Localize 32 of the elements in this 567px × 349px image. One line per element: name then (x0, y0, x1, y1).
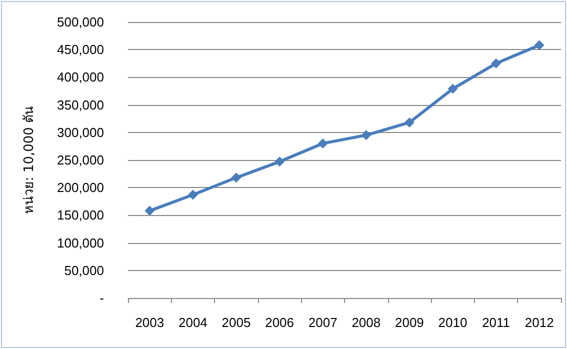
point (534, 40, 544, 50)
x-tick-label: 2012 (524, 315, 554, 330)
point (144, 206, 155, 216)
y-tick-label: 300,000 (57, 124, 104, 140)
y-tick-label: 200,000 (57, 180, 104, 196)
point (188, 190, 198, 200)
x-tick-label: 2009 (394, 315, 424, 330)
point (274, 156, 285, 167)
x-tick-label: 2006 (265, 315, 294, 330)
x-tick-label: 2008 (352, 315, 381, 330)
point (361, 130, 372, 140)
x-tick-label: 2004 (178, 315, 208, 330)
point (231, 172, 242, 183)
x-tick-label: 2011 (482, 315, 510, 330)
point (491, 58, 502, 68)
point (404, 117, 414, 128)
y-tick-label: 450,000 (57, 42, 104, 58)
x-tick-label: 2003 (135, 315, 164, 330)
y-tick-label: 400,000 (57, 70, 104, 85)
x-tick-label: 2005 (222, 315, 251, 330)
y-tick-label: 350,000 (57, 97, 104, 112)
y-tick-label: - (100, 290, 104, 306)
point (448, 84, 458, 94)
y-tick-label: 100,000 (57, 235, 104, 250)
x-tick-label: 2010 (438, 315, 468, 330)
y-tick-label: 500,000 (57, 14, 104, 30)
x-tick-label: 2007 (308, 315, 338, 330)
y-tick-label: 250,000 (57, 152, 104, 168)
y-axis-title: หน่วย: 10,000 ตัน (22, 106, 37, 214)
y-tick-label: 150,000 (57, 208, 104, 223)
point (318, 138, 328, 148)
y-tick-label: 50,000 (64, 262, 104, 278)
